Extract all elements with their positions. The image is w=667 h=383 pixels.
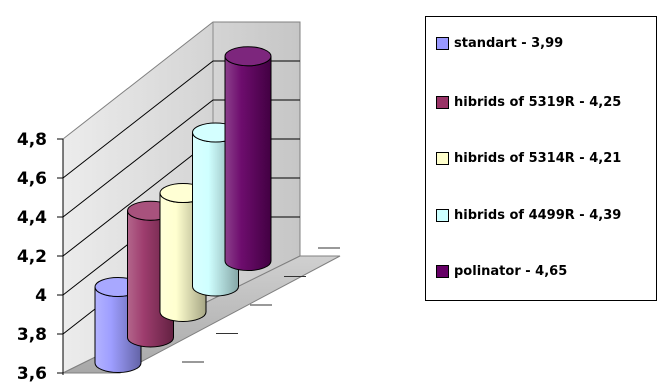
bar [224,56,272,271]
bars [94,46,272,373]
legend-label: hibrids of 5319R - 4,25 [454,94,622,110]
bar-top [224,46,272,67]
legend-label: polinator - 4,65 [454,263,568,279]
legend-swatch [436,151,449,165]
legend-item: hibrids of 5314R - 4,21 [436,148,621,168]
y-tick-label: 4 [35,286,47,306]
y-tick-label: 4,4 [17,208,47,228]
legend-label: hibrids of 5314R - 4,21 [454,150,622,166]
y-axis: 3,6 3,8 4 4,2 4,4 4,6 4,8 [17,130,63,383]
legend-item: polinator - 4,65 [436,261,567,281]
y-tick-label: 4,8 [17,130,47,150]
legend-swatch [436,208,449,222]
legend-label: hibrids of 4499R - 4,39 [454,207,622,223]
x-axis [182,247,340,363]
legend-swatch [436,36,449,50]
y-tick-label: 3,8 [17,325,47,345]
legend-item: hibrids of 5319R - 4,25 [436,92,621,112]
legend-label: standart - 3,99 [454,35,564,51]
y-tick-label: 3,6 [17,364,47,383]
y-tick-label: 4,2 [17,247,47,267]
legend-item: standart - 3,99 [436,33,563,53]
legend-swatch [436,264,449,278]
legend: standart - 3,99 hibrids of 5319R - 4,25 … [425,16,657,301]
y-tick-label: 4,6 [17,169,47,189]
legend-swatch [436,95,449,109]
legend-item: hibrids of 4499R - 4,39 [436,205,621,225]
